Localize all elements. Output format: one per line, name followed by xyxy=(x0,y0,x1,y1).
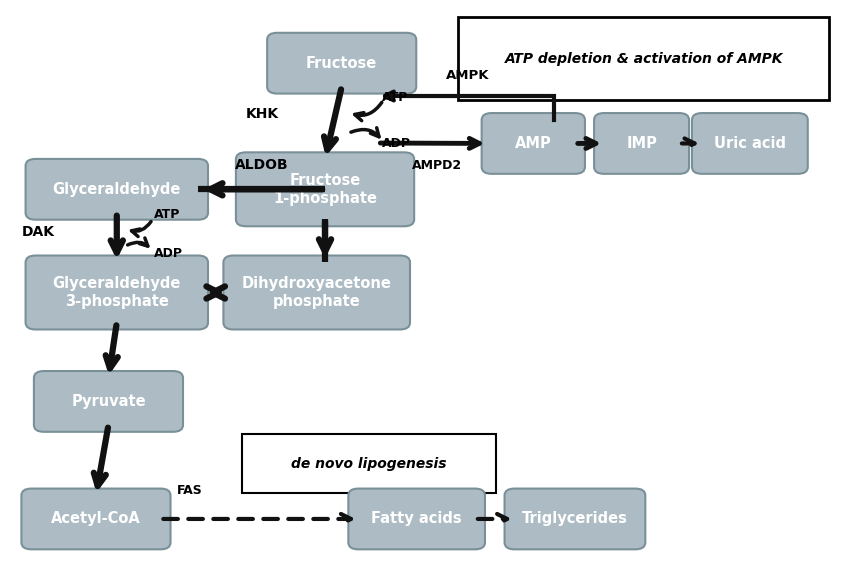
Text: Uric acid: Uric acid xyxy=(714,136,786,151)
Text: Triglycerides: Triglycerides xyxy=(522,511,628,526)
FancyBboxPatch shape xyxy=(236,152,414,226)
Text: ATP: ATP xyxy=(382,91,408,104)
Text: AMP: AMP xyxy=(515,136,552,151)
Text: DAK: DAK xyxy=(21,225,54,239)
Text: AMPK: AMPK xyxy=(446,68,490,82)
Text: ADP: ADP xyxy=(382,136,411,150)
Text: KHK: KHK xyxy=(246,107,279,121)
Text: FAS: FAS xyxy=(177,484,203,497)
Text: Acetyl-CoA: Acetyl-CoA xyxy=(51,511,141,526)
Text: Dihydroxyacetone
phosphate: Dihydroxyacetone phosphate xyxy=(241,276,392,309)
Text: de novo lipogenesis: de novo lipogenesis xyxy=(291,457,446,470)
FancyBboxPatch shape xyxy=(224,256,410,329)
FancyBboxPatch shape xyxy=(692,113,808,174)
Text: Fructose: Fructose xyxy=(306,56,377,71)
FancyBboxPatch shape xyxy=(26,256,208,329)
FancyBboxPatch shape xyxy=(482,113,585,174)
Text: IMP: IMP xyxy=(626,136,657,151)
Text: Pyruvate: Pyruvate xyxy=(71,394,145,409)
FancyBboxPatch shape xyxy=(34,371,183,432)
FancyBboxPatch shape xyxy=(458,18,829,101)
Text: Fatty acids: Fatty acids xyxy=(371,511,462,526)
FancyBboxPatch shape xyxy=(21,488,171,549)
FancyBboxPatch shape xyxy=(348,488,485,549)
FancyBboxPatch shape xyxy=(26,159,208,220)
Text: ATP depletion & activation of AMPK: ATP depletion & activation of AMPK xyxy=(504,52,783,66)
Text: ADP: ADP xyxy=(154,247,184,260)
FancyBboxPatch shape xyxy=(241,434,496,493)
FancyBboxPatch shape xyxy=(505,488,645,549)
Text: Glyceraldehyde: Glyceraldehyde xyxy=(53,182,181,197)
Text: AMPD2: AMPD2 xyxy=(411,159,462,172)
Text: ALDOB: ALDOB xyxy=(235,158,288,172)
FancyBboxPatch shape xyxy=(267,33,416,94)
FancyBboxPatch shape xyxy=(594,113,689,174)
Text: Glyceraldehyde
3-phosphate: Glyceraldehyde 3-phosphate xyxy=(53,276,181,309)
Text: Fructose
1-phosphate: Fructose 1-phosphate xyxy=(273,173,377,205)
Text: ATP: ATP xyxy=(154,208,181,221)
